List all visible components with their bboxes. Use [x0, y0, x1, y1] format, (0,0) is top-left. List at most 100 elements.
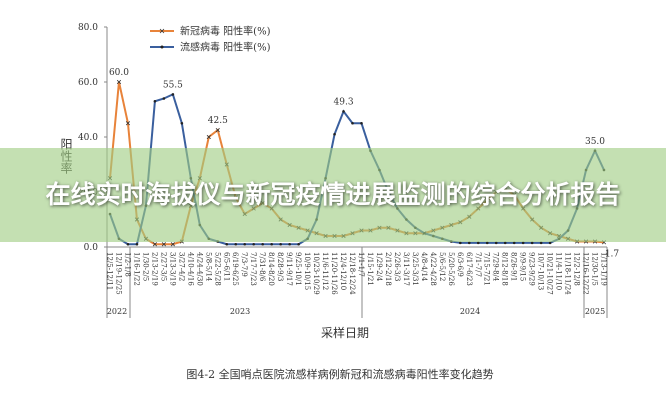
- point-marker: [206, 134, 211, 140]
- x-tick-label: 3/25-3/31: [411, 252, 419, 286]
- x-tick-label: 12/19-12/25: [114, 252, 122, 295]
- x-tick-label: 7/31-8/6: [258, 252, 266, 282]
- x-tick-label: 7/1-7/7: [474, 252, 482, 277]
- point-marker: [270, 242, 273, 246]
- x-tick-label: 5/22-5/28: [213, 252, 221, 286]
- point-marker: [215, 128, 220, 133]
- point-marker: [162, 97, 166, 100]
- point-marker: [243, 242, 247, 246]
- point-marker: [234, 242, 238, 246]
- x-tick-label: 1/29-2/4: [375, 252, 383, 282]
- point-marker: [521, 241, 525, 245]
- data-label: 42.5: [208, 116, 228, 126]
- banner: 在线实时海拔仪与新冠疫情进展监测的综合分析报告: [0, 148, 666, 242]
- x-tick-label: 7/29-8/4: [492, 252, 500, 282]
- point-marker: [288, 242, 291, 246]
- point-marker: [180, 121, 184, 125]
- y-tick-label: 60.0: [78, 78, 98, 88]
- y-tick-label: 0.0: [84, 243, 99, 253]
- point-marker: [225, 242, 229, 246]
- point-marker: [494, 241, 498, 245]
- x-tick-label: 8/26-9/1: [510, 252, 518, 281]
- x-tick-label: 6/17-6/23: [465, 252, 473, 286]
- x-tick-label: 7/17-7/23: [249, 252, 257, 286]
- year-label: 2022: [107, 307, 127, 316]
- data-label: 1.7: [605, 249, 620, 259]
- data-label: 60.0: [109, 68, 129, 78]
- x-tick-label: 2/13-2/19: [150, 252, 158, 286]
- x-tick-label: 7/3-7/9: [240, 252, 248, 277]
- point-marker: [503, 241, 507, 245]
- x-tick-label: 12/2-12/8: [573, 252, 581, 286]
- legend-label: 新冠病毒 阳性率(%): [180, 25, 271, 38]
- point-marker: [512, 241, 516, 245]
- x-tick-label: 5/8-5/14: [204, 252, 212, 282]
- point-marker: [152, 242, 157, 247]
- point-marker: [252, 242, 256, 246]
- point-marker: [342, 110, 345, 113]
- x-tick-label: 3/11-3/17: [402, 252, 410, 286]
- x-tick-label: 8/14-8/20: [267, 252, 275, 286]
- x-tick-label: 10/7-10/13: [537, 252, 545, 290]
- x-tick-label: 1/15-1/21: [366, 252, 374, 286]
- x-tick-label: 11/18-11/24: [564, 252, 572, 295]
- point-marker: [261, 242, 264, 246]
- legend-marker: [160, 45, 164, 49]
- point-marker: [135, 242, 139, 246]
- x-tick-label: 12/4-12/10: [339, 252, 347, 290]
- x-tick-label: 5/6-5/12: [438, 252, 446, 281]
- x-tick-label: 9/9-9/15: [519, 252, 527, 281]
- x-tick-label: 10/21-10/27: [546, 252, 554, 295]
- x-tick-label: 12/18-12/24: [348, 252, 356, 295]
- data-label: 55.5: [163, 80, 183, 90]
- x-tick-label: 2/26-3/3: [393, 252, 401, 281]
- x-tick-label: 1/13-1/19: [600, 252, 608, 286]
- year-label: 2024: [460, 307, 480, 316]
- point-marker: [485, 241, 489, 245]
- point-marker: [530, 241, 534, 245]
- banner-title: 在线实时海拔仪与新冠疫情进展监测的综合分析报告: [45, 180, 621, 209]
- x-tick-label: 9/11-9/17: [285, 252, 293, 286]
- x-tick-label: 1/16-1/22: [132, 252, 140, 286]
- x-tick-label: 12/5-12/11: [106, 252, 114, 290]
- x-tick-label: 4/8-4/14: [420, 252, 428, 282]
- x-tick-label: 3/27-4/2: [177, 252, 185, 281]
- x-tick-label: 2/27-3/5: [159, 252, 167, 281]
- x-tick-label: 4/22-4/28: [429, 252, 437, 286]
- point-marker: [548, 241, 552, 245]
- legend-marker: [159, 28, 165, 34]
- point-marker: [153, 99, 157, 103]
- x-tick-label: 8/12-8/18: [501, 252, 509, 286]
- point-marker: [161, 242, 166, 247]
- x-tick-label: 4/24-4/30: [195, 252, 203, 286]
- x-tick-label: 12/30-1/5: [591, 252, 599, 286]
- data-label: 49.3: [334, 97, 354, 107]
- data-label: 35.0: [585, 137, 605, 147]
- x-axis-title: 采样日期: [321, 325, 369, 340]
- point-marker: [476, 241, 480, 245]
- x-tick-label: 12/16-12/22: [582, 252, 590, 295]
- x-tick-label: 11/6-11/12: [321, 252, 329, 290]
- point-marker: [171, 93, 175, 96]
- x-tick-label: 1/2-1/8: [123, 252, 131, 277]
- x-tick-label: 6/3-6/9: [456, 252, 464, 277]
- x-tick-label: 6/19-6/25: [231, 252, 239, 286]
- x-tick-label: 11/20-11/26: [330, 252, 338, 295]
- point-marker: [360, 121, 363, 125]
- x-tick-label: 2/12-2/18: [384, 252, 392, 286]
- year-label: 2023: [230, 307, 250, 316]
- x-tick-label: 6/5-6/11: [222, 252, 230, 281]
- y-tick-label: 80.0: [78, 23, 98, 33]
- x-tick-label: 9/25-10/1: [294, 252, 302, 286]
- x-tick-label: 1/1-1/7: [357, 252, 365, 277]
- x-tick-label: 10/23-10/29: [312, 252, 320, 295]
- year-label: 2025: [585, 307, 605, 316]
- point-marker: [539, 241, 543, 245]
- caption: 图4-2 全国哨点医院流感样病例新冠和流感病毒阳性率变化趋势: [186, 367, 493, 381]
- point-marker: [125, 121, 131, 126]
- point-marker: [297, 242, 300, 246]
- x-tick-label: 8/28-9/3: [276, 252, 284, 281]
- point-marker: [458, 241, 462, 245]
- point-marker: [170, 242, 175, 247]
